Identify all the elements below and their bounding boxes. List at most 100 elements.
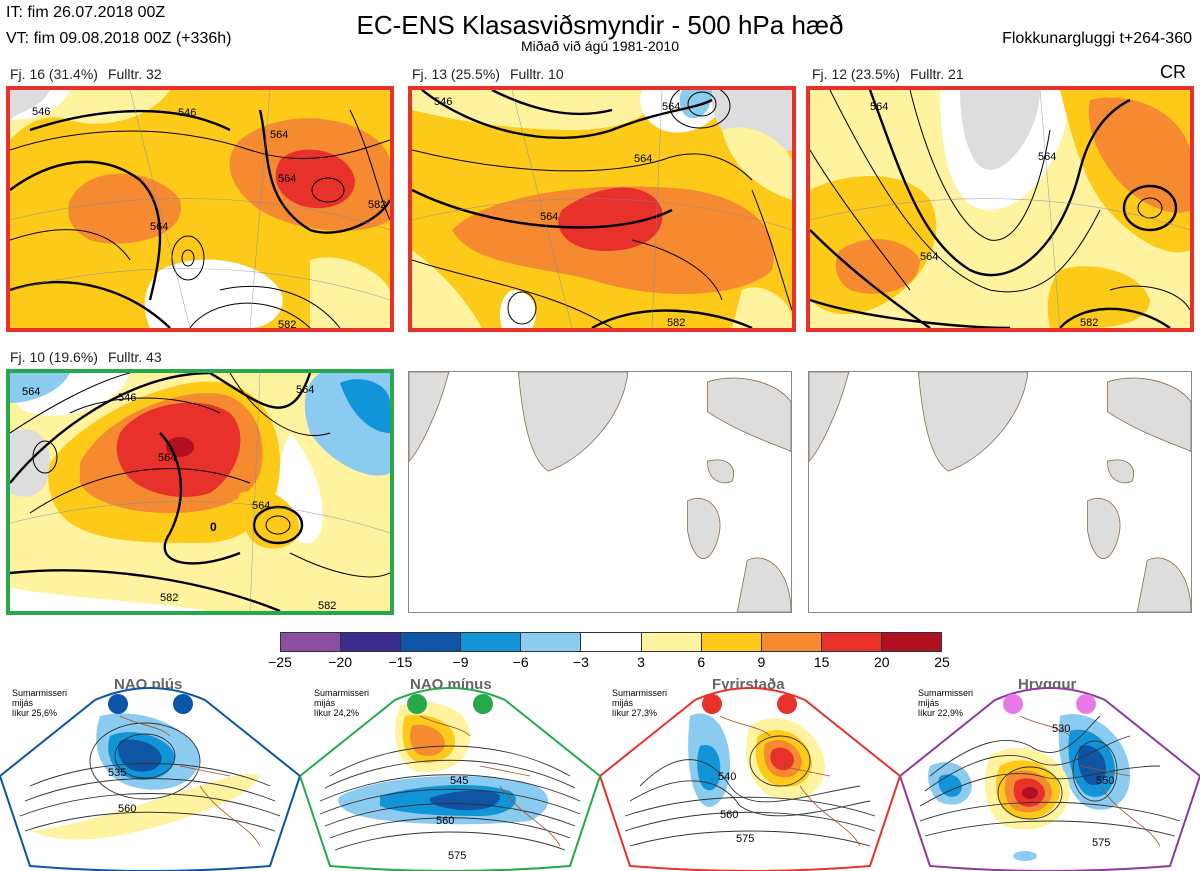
contour-label: 582 bbox=[368, 199, 386, 211]
contour-label: 582 bbox=[667, 317, 685, 328]
colorbar-swatch bbox=[461, 633, 522, 651]
regime-map-ridge: 530 550 575 bbox=[900, 676, 1200, 871]
colorbar-ticks: −25 −20 −15 −9 −6 −3 3 6 9 15 20 25 bbox=[268, 652, 950, 672]
contour-label: 530 bbox=[1052, 723, 1070, 735]
regime-code: CR bbox=[1160, 62, 1186, 82]
contour-label: 564 bbox=[150, 221, 168, 233]
colorbar: −25 −20 −15 −9 −6 −3 3 6 9 15 20 25 bbox=[268, 632, 950, 672]
colorbar-tick-label: 6 bbox=[697, 654, 706, 670]
panel-3-members: Fulltr. 21 bbox=[909, 66, 964, 82]
contour-label: 560 bbox=[720, 809, 738, 821]
contour-label: 560 bbox=[118, 803, 136, 815]
panel-1-members: Fulltr. 32 bbox=[107, 66, 162, 82]
contour-label: 564 bbox=[1038, 151, 1056, 163]
panel-2-cluster: Fj. 13 (25.5%) bbox=[412, 66, 500, 82]
colorbar-swatch bbox=[881, 633, 942, 651]
colorbar-swatch bbox=[641, 633, 702, 651]
regime-2-dot-left bbox=[407, 694, 427, 714]
regime-4-dot-right bbox=[1076, 694, 1096, 714]
panel-3-cluster: Fj. 12 (23.5%) bbox=[812, 66, 900, 82]
regime-map-nao-plus: 535 560 bbox=[0, 676, 300, 871]
contour-label: 560 bbox=[436, 815, 454, 827]
regime-2-text: Sumarmisseri mijás líkur 24,2% bbox=[314, 688, 370, 718]
contour-label: 535 bbox=[108, 767, 126, 779]
contour-label: 564 bbox=[920, 251, 938, 263]
contour-label: 582 bbox=[278, 319, 296, 328]
panel-1-label: Fj. 16 (31.4%) Fulltr. 32 bbox=[10, 66, 162, 82]
contour-label: 582 bbox=[1080, 317, 1098, 328]
colorbar-swatch bbox=[341, 633, 402, 651]
colorbar-tick-label: −6 bbox=[512, 654, 529, 670]
cluster-map-2: 546 564 564 564 582 bbox=[408, 86, 796, 332]
cluster-window: Flokkunargluggi t+264-360 bbox=[1002, 30, 1192, 47]
contour-label: 564 bbox=[278, 173, 296, 185]
regime-map-nao-minus: 545 560 575 bbox=[300, 676, 600, 871]
colorbar-swatch bbox=[821, 633, 882, 651]
contour-label: 564 bbox=[252, 500, 270, 512]
empty-map-5 bbox=[408, 371, 792, 613]
panel-4-label: Fj. 10 (19.6%) Fulltr. 43 bbox=[10, 349, 162, 365]
cluster-map-1: 546 546 564 564 564 582 582 bbox=[6, 86, 394, 332]
contour-label: 545 bbox=[450, 775, 468, 787]
contour-label: 546 bbox=[434, 96, 452, 108]
empty-map-6 bbox=[808, 371, 1192, 613]
contour-label: 575 bbox=[1092, 837, 1110, 849]
colorbar-tick-label: 3 bbox=[637, 654, 645, 670]
colorbar-tick-label: −25 bbox=[268, 654, 292, 670]
panel-4-members: Fulltr. 43 bbox=[107, 349, 162, 365]
regime-3-dot-right bbox=[777, 694, 797, 714]
regime-3-text: Sumarmisseri mijás líkur 27,3% bbox=[612, 688, 668, 718]
contour-label: 582 bbox=[160, 592, 178, 604]
cluster-map-4: 0 564 546 564 564 564 582 582 bbox=[6, 369, 394, 615]
colorbar-tick-label: 9 bbox=[757, 654, 766, 670]
contour-label: 564 bbox=[540, 211, 558, 223]
contour-label: 564 bbox=[634, 153, 652, 165]
colorbar-swatch bbox=[761, 633, 822, 651]
colorbar-swatches bbox=[280, 632, 942, 652]
regime-1-text: Sumarmisseri mijás líkur 25,6% bbox=[12, 688, 68, 718]
regime-3-dot-left bbox=[702, 694, 722, 714]
colorbar-tick-label: 15 bbox=[813, 654, 830, 670]
cluster-map-3: 564 564 564 582 bbox=[806, 86, 1194, 332]
panel-2-label: Fj. 13 (25.5%) Fulltr. 10 bbox=[412, 66, 564, 82]
page-subtitle: Miðað við ágú 1981-2010 bbox=[520, 38, 679, 54]
contour-label: 564 bbox=[158, 452, 176, 464]
panel-3-label: Fj. 12 (23.5%) Fulltr. 21 bbox=[812, 66, 964, 82]
colorbar-tick-label: 25 bbox=[934, 654, 950, 670]
panel-4-cluster: Fj. 10 (19.6%) bbox=[10, 349, 98, 365]
regime-4-text: Sumarmisseri mijás líkur 22,9% bbox=[918, 688, 974, 718]
contour-label: 540 bbox=[718, 771, 736, 783]
colorbar-tick-label: −15 bbox=[388, 654, 413, 670]
contour-label: 546 bbox=[178, 107, 196, 119]
contour-label: 564 bbox=[22, 386, 40, 398]
regime-map-blocking: 540 560 575 bbox=[600, 676, 900, 871]
colorbar-tick-label: −3 bbox=[572, 654, 589, 670]
contour-label: 546 bbox=[118, 392, 136, 404]
regime-1-dot-right bbox=[173, 694, 193, 714]
contour-label: 546 bbox=[32, 106, 50, 118]
regime-2-dot-right bbox=[473, 694, 493, 714]
colorbar-swatch bbox=[701, 633, 762, 651]
contour-label: 575 bbox=[448, 850, 466, 862]
panel-2-members: Fulltr. 10 bbox=[509, 66, 564, 82]
contour-label: 575 bbox=[736, 833, 754, 845]
colorbar-swatch bbox=[581, 633, 642, 651]
regime-4-dot-left bbox=[1003, 694, 1023, 714]
contour-label: 582 bbox=[318, 600, 336, 611]
colorbar-tick-label: −9 bbox=[452, 654, 469, 670]
colorbar-swatch bbox=[281, 633, 342, 651]
regime-1-dot-left bbox=[108, 694, 128, 714]
init-time: IT: fim 26.07.2018 00Z bbox=[6, 4, 166, 21]
page-title: EC-ENS Klasasviðsmyndir - 500 hPa hæð bbox=[356, 10, 844, 40]
panel-1-cluster: Fj. 16 (31.4%) bbox=[10, 66, 98, 82]
contour-label: 564 bbox=[662, 101, 680, 113]
contour-label: 564 bbox=[296, 384, 314, 396]
colorbar-tick-label: −20 bbox=[328, 654, 353, 670]
contour-label: 564 bbox=[870, 101, 888, 113]
colorbar-swatch bbox=[401, 633, 462, 651]
colorbar-swatch bbox=[521, 633, 582, 651]
valid-time: VT: fim 09.08.2018 00Z (+336h) bbox=[6, 30, 232, 47]
contour-label: 550 bbox=[1096, 775, 1114, 787]
colorbar-tick-label: 20 bbox=[874, 654, 890, 670]
high-marker: 0 bbox=[210, 520, 217, 534]
